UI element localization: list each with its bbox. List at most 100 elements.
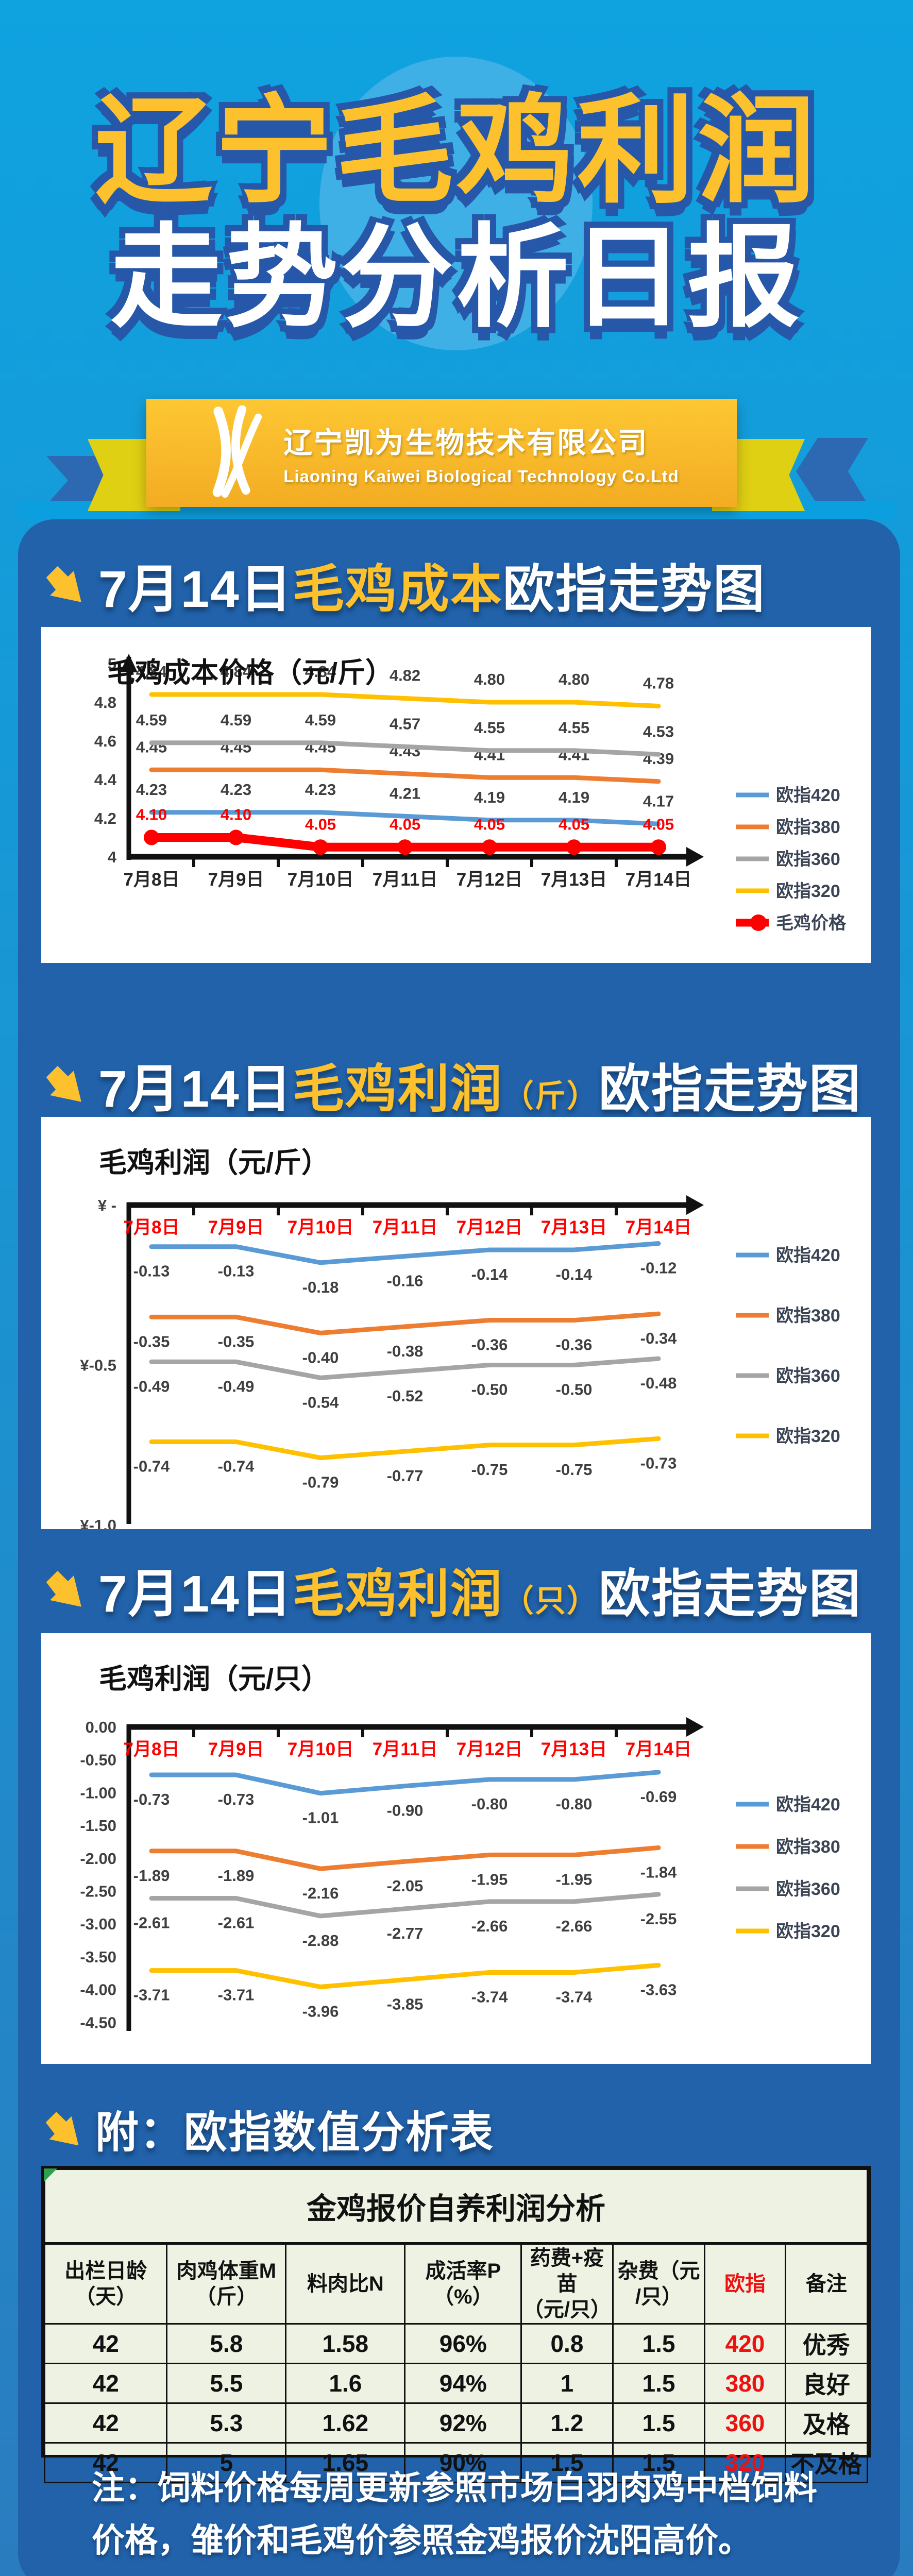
x-tick-label: 7月8日 (124, 1739, 180, 1759)
company-logo-icon (204, 405, 266, 501)
table-cell: 1.6 (285, 2363, 406, 2404)
table-cell: 42 (43, 2363, 168, 2404)
table-cell: 0.8 (520, 2323, 614, 2364)
table-cell: 380 (704, 2363, 786, 2404)
x-tick-label: 7月14日 (625, 1217, 691, 1238)
data-label: 4.23 (221, 781, 251, 799)
data-label: 4.23 (305, 781, 336, 799)
x-tick-label: 7月12日 (457, 1217, 522, 1238)
legend-label: 欧指380 (776, 1306, 840, 1326)
table-cell: 5 (166, 2442, 287, 2483)
table-header-cell: 料肉比N (285, 2243, 406, 2325)
profit-analysis-table: 金鸡报价自养利润分析 出栏日龄 （天） 肉鸡体重M （斤） 料肉比N 成活率P （%）… (43, 2168, 869, 2483)
data-label: -0.90 (387, 1802, 424, 1820)
data-label: -0.49 (133, 1377, 170, 1395)
data-label: -0.35 (218, 1332, 255, 1350)
table-cell: 1.5 (612, 2363, 706, 2404)
data-label: -0.74 (133, 1458, 170, 1476)
x-axis-arrow-icon (686, 1195, 704, 1215)
cost-chart-card: 5 4.8 4.6 4.4 4.2 4 7月8日 7月9日 7月10日 7月11日 7月12日 7月1… (41, 627, 871, 963)
series-marker (313, 839, 328, 855)
footnote-line1: 注：饲料价格每周更新参照市场白羽肉鸡中档饲料 (92, 2469, 817, 2506)
data-label: 4.05 (390, 815, 420, 833)
series-line-欧指420 (149, 1241, 661, 1265)
data-label: -2.66 (556, 1917, 593, 1935)
poster-title: 辽宁毛鸡利润 走势分析日报 (0, 92, 913, 335)
data-label: 4.57 (390, 715, 420, 733)
y-tick-label: -2.00 (80, 1850, 116, 1868)
data-label: -3.85 (387, 1995, 424, 2013)
y-tick-label: -4.50 (80, 2013, 116, 2031)
data-label: -0.18 (302, 1278, 339, 1296)
data-label: -0.54 (302, 1393, 339, 1411)
data-label: -0.73 (640, 1454, 677, 1472)
data-label: 4.82 (390, 667, 420, 685)
data-label: -0.12 (640, 1259, 677, 1277)
table-header-cell: 出栏日龄 （天） (43, 2243, 168, 2325)
data-label: -3.74 (471, 1988, 508, 2006)
y-tick-label: -3.00 (80, 1915, 116, 1933)
y-tick-label: ¥-0.5 (80, 1357, 116, 1375)
company-ribbon: 辽宁凯为生物技术有限公司 Liaoning Kaiwei Biological … (146, 399, 737, 507)
profit-per-jin-chart-card: ¥ - ¥-0.5 ¥-1.0 7月8日 7月9日 7月10日 7月11日 7月12日 7月13… (41, 1117, 871, 1529)
series-marker (397, 839, 413, 855)
y-tick-label: ¥ - (98, 1196, 116, 1214)
company-name-en: Liaoning Kaiwei Biological Technology Co… (283, 466, 679, 486)
section3-header: 7月14日毛鸡利润（只）欧指走势图 (39, 1552, 861, 1626)
data-label: 4.05 (643, 815, 674, 833)
data-label: -0.36 (471, 1336, 508, 1354)
table-cell: 5.5 (166, 2363, 287, 2404)
table-cell: 良好 (784, 2363, 869, 2404)
x-axis-arrow-icon (686, 1717, 704, 1737)
data-label: 4.23 (136, 781, 167, 799)
arrow-down-right-icon (39, 560, 86, 609)
legend-label: 欧指320 (776, 1922, 840, 1941)
table-cell: 42 (43, 2442, 168, 2483)
x-tick-label: 7月13日 (541, 870, 607, 890)
section4-title: 附：欧指数值分析表 (95, 2108, 495, 2157)
table-header-row: 出栏日龄 （天） 肉鸡体重M （斤） 料肉比N 成活率P （%） 药费+疫苗 （元/只）… (43, 2243, 869, 2325)
data-label: 4.80 (474, 670, 505, 688)
data-label: 4.55 (474, 719, 505, 737)
series-line-欧指420 (149, 1770, 661, 1796)
table-cell: 96% (404, 2323, 522, 2364)
series-line-欧指320 (149, 1436, 661, 1461)
y-tick-label: 4 (108, 848, 117, 866)
footnote: 注：饲料价格每周更新参照市场白羽肉鸡中档饲料 价格，雏价和毛鸡价参照金鸡报价沈阳… (92, 2462, 839, 2567)
legend-label: 欧指420 (776, 1246, 840, 1265)
x-tick-label: 7月9日 (208, 1217, 264, 1238)
data-label: 4.84 (305, 663, 336, 681)
data-label: -3.71 (133, 1986, 170, 2004)
profit-per-bird-chart-card: 0.00 -0.50 -1.00 -1.50 -2.00 -2.50 -3.00 -3.50-… (41, 1633, 871, 2064)
data-label: -0.79 (302, 1473, 339, 1492)
right-chevron-decoration (796, 438, 868, 505)
table-row: 42 5.8 1.58 96% 0.8 1.5 420 优秀 (43, 2323, 869, 2364)
cost-chart: 5 4.8 4.6 4.4 4.2 4 7月8日 7月9日 7月10日 7月11日 7月12日 7月1… (94, 654, 847, 933)
legend-marker (750, 914, 767, 931)
data-label: -3.63 (640, 1980, 677, 1998)
data-label: -1.89 (218, 1867, 255, 1885)
x-tick-label: 7月13日 (541, 1217, 607, 1238)
y-tick-label: 4.8 (94, 693, 116, 711)
table-cell: 1.2 (520, 2402, 614, 2444)
x-tick-label: 7月8日 (124, 870, 180, 890)
profit-per-bird-chart: 0.00-0.50-1.00-1.50-2.00-2.50-3.00-3.50-… (80, 1717, 840, 2031)
data-label: -0.75 (471, 1461, 508, 1479)
data-label: -3.71 (218, 1986, 255, 2004)
data-label: -2.66 (471, 1917, 508, 1935)
y-tick-label: 0.00 (86, 1718, 116, 1736)
footnote-line2: 价格，雏价和毛鸡价参照金鸡报价沈阳高价。 (92, 2522, 751, 2560)
poster-title-line2: 走势分析日报 (110, 215, 803, 341)
legend-label: 欧指360 (776, 1879, 840, 1899)
x-tick-label: 7月12日 (457, 870, 522, 890)
top-ellipse-decoration (319, 57, 593, 350)
data-label: -3.74 (556, 1988, 593, 2006)
data-label: 4.59 (136, 711, 167, 729)
x-tick-label: 7月14日 (625, 1739, 691, 1759)
data-label: -0.38 (387, 1342, 424, 1360)
data-label: -0.35 (133, 1332, 170, 1350)
table-cell: 420 (704, 2323, 786, 2364)
data-label: -0.48 (640, 1374, 677, 1392)
data-label: -0.49 (218, 1377, 255, 1395)
